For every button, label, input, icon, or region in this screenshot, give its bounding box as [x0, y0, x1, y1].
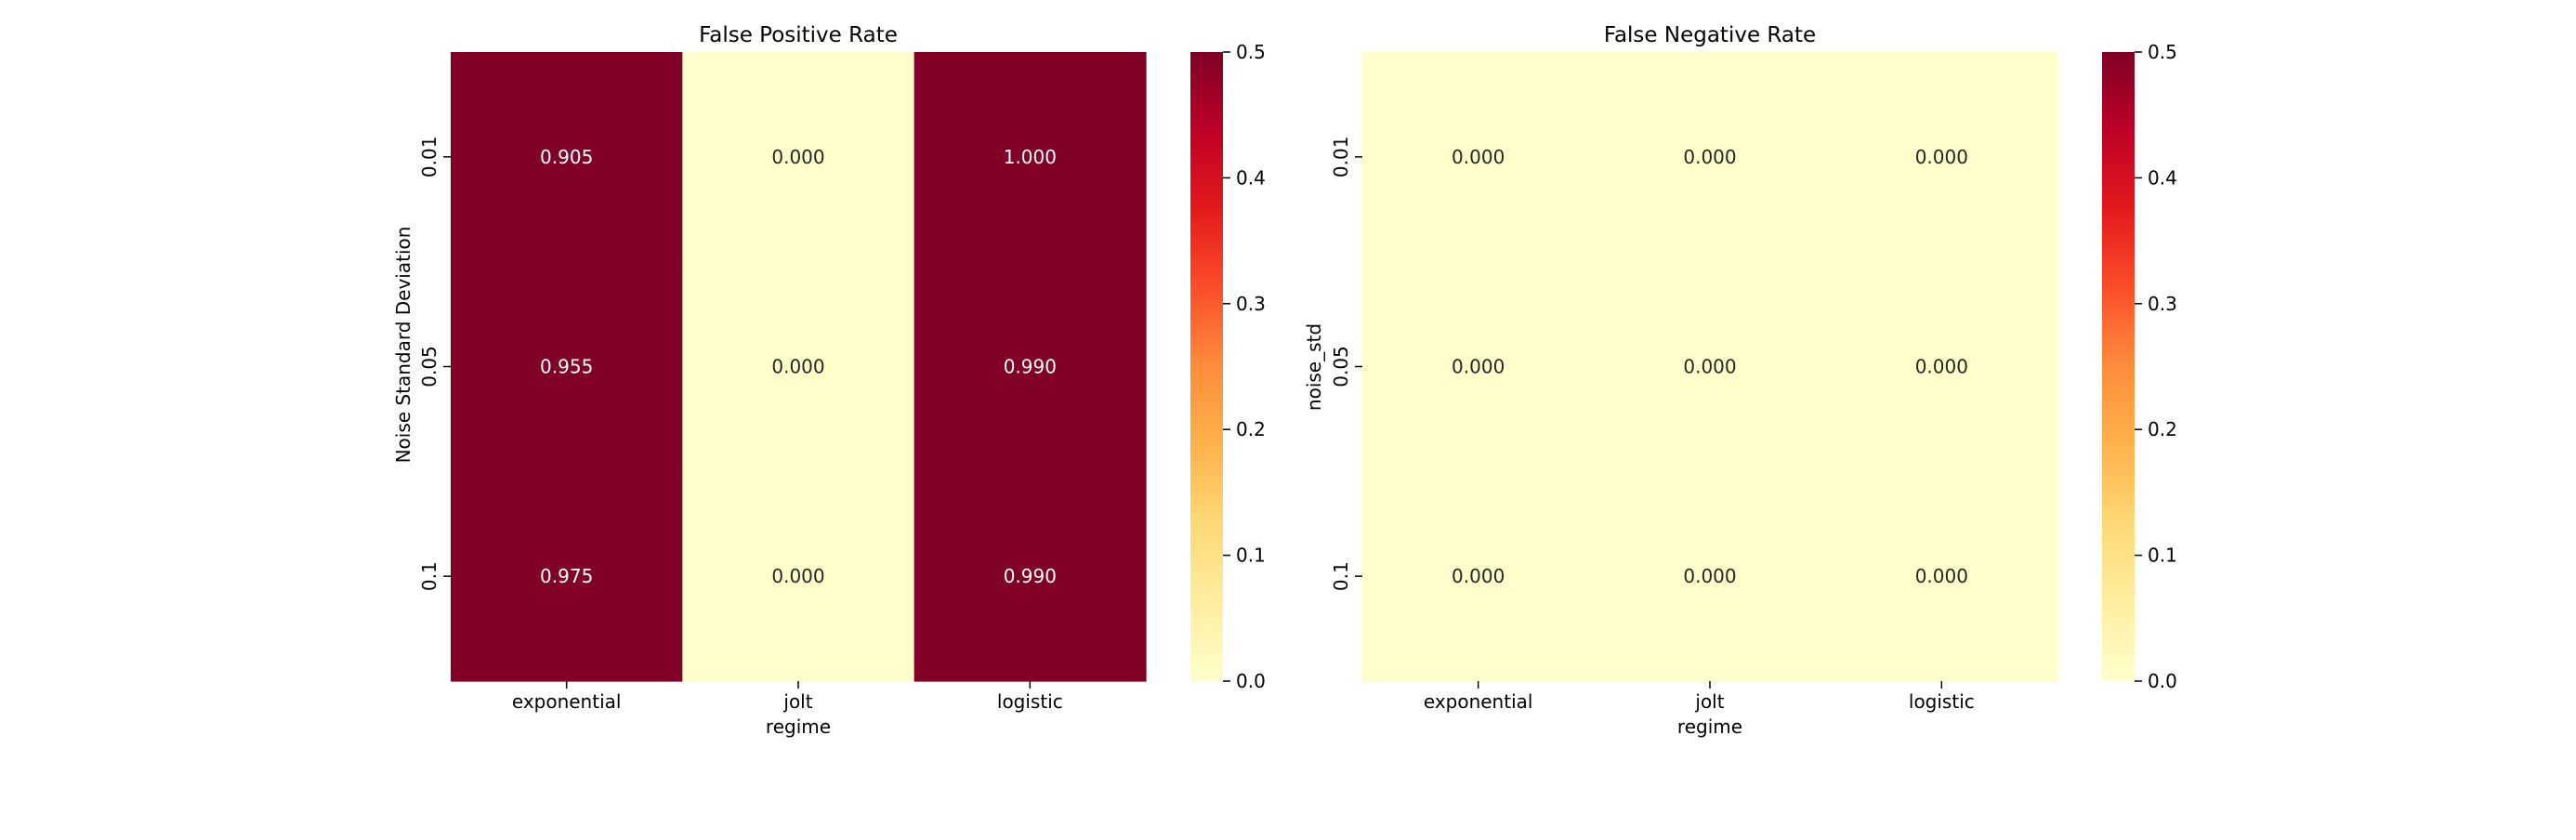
heatmap-cell [682, 261, 915, 472]
cell-value-label: 0.000 [1683, 146, 1736, 168]
colorbar-tick-label: 0.1 [2148, 545, 2177, 567]
colorbar-tick-label: 0.2 [2148, 418, 2177, 440]
y-tick-label: 0.1 [1330, 561, 1352, 591]
heatmap-cell [1594, 261, 1827, 472]
x-tick-label: logistic [997, 690, 1063, 713]
x-tick-label: exponential [512, 690, 622, 713]
cell-value-label: 0.000 [1915, 146, 1968, 168]
heatmap-cell [913, 52, 1147, 263]
cell-value-label: 0.905 [540, 146, 593, 168]
colorbar-tick-label: 0.0 [2148, 670, 2177, 692]
colorbar-tick-label: 0.2 [1236, 418, 1266, 440]
colorbar-tick-label: 0.0 [1236, 670, 1266, 692]
heatmap-cell [1362, 52, 1595, 263]
cell-value-label: 0.000 [1452, 146, 1505, 168]
cell-value-label: 0.000 [771, 356, 824, 378]
heatmap-cell [1825, 261, 2058, 472]
cell-value-label: 0.990 [1004, 356, 1057, 378]
colorbar-tick-label: 0.5 [1236, 41, 1266, 63]
colorbar-tick-label: 0.3 [2148, 293, 2177, 315]
cell-value-label: 0.000 [1683, 565, 1736, 587]
heatmap-cell [913, 471, 1147, 682]
heatmap-cell [451, 52, 683, 263]
cell-value-label: 0.990 [1004, 565, 1057, 587]
heatmap-cell [1825, 52, 2058, 263]
heatmap-cell [1362, 261, 1595, 472]
y-axis-label: Noise Standard Deviation [392, 227, 414, 464]
heatmap-cell [682, 471, 915, 682]
colorbar-tick-label: 0.4 [2148, 166, 2177, 189]
y-tick-label: 0.05 [418, 346, 440, 387]
cell-value-label: 0.000 [771, 565, 824, 587]
cell-value-label: 0.000 [1452, 356, 1505, 378]
heatmap-cell [913, 261, 1147, 472]
y-axis-label: noise_std [1303, 323, 1325, 411]
x-tick-label: jolt [1694, 690, 1724, 713]
y-tick-label: 0.05 [1330, 346, 1352, 387]
y-tick-label: 0.01 [1330, 137, 1352, 178]
x-tick-label: exponential [1424, 690, 1533, 713]
heatmap-cell [1362, 471, 1595, 682]
heatmap-cell [451, 261, 683, 472]
chart-title: False Positive Rate [699, 23, 898, 47]
colorbar-tick-label: 0.5 [2148, 41, 2177, 63]
heatmap-false-positive-rate: 0.905 0.000 1.000 0.955 0.000 0.990 0.975 0.000… [392, 23, 1266, 738]
x-tick-label: logistic [1909, 690, 1975, 713]
colorbar-tick-label: 0.1 [1236, 545, 1266, 567]
x-axis-label: regime [766, 715, 831, 738]
y-tick-label: 0.01 [418, 137, 440, 178]
heatmap-cell [1825, 471, 2058, 682]
colorbar [1190, 52, 1223, 681]
x-axis-label: regime [1677, 715, 1742, 738]
heatmap-cell [1594, 471, 1827, 682]
heatmap-cell [682, 52, 915, 263]
colorbar-tick-label: 0.3 [1236, 293, 1266, 315]
heatmap-false-negative-rate: 0.000 0.000 0.000 0.000 0.000 0.000 0.000 0.000… [1303, 23, 2177, 738]
heatmap-cell [451, 471, 683, 682]
cell-value-label: 0.000 [771, 146, 824, 168]
cell-value-label: 0.955 [540, 356, 593, 378]
colorbar-tick-label: 0.4 [1236, 166, 1266, 189]
colorbar [2102, 52, 2135, 681]
cell-value-label: 0.975 [540, 565, 593, 587]
cell-value-label: 0.000 [1915, 356, 1968, 378]
cell-value-label: 0.000 [1915, 565, 1968, 587]
cell-value-label: 1.000 [1004, 146, 1057, 168]
heatmap-cell [1594, 52, 1827, 263]
chart-title: False Negative Rate [1604, 23, 1816, 47]
cell-value-label: 0.000 [1683, 356, 1736, 378]
cell-value-label: 0.000 [1452, 565, 1505, 587]
x-tick-label: jolt [782, 690, 812, 713]
y-tick-label: 0.1 [418, 561, 440, 591]
